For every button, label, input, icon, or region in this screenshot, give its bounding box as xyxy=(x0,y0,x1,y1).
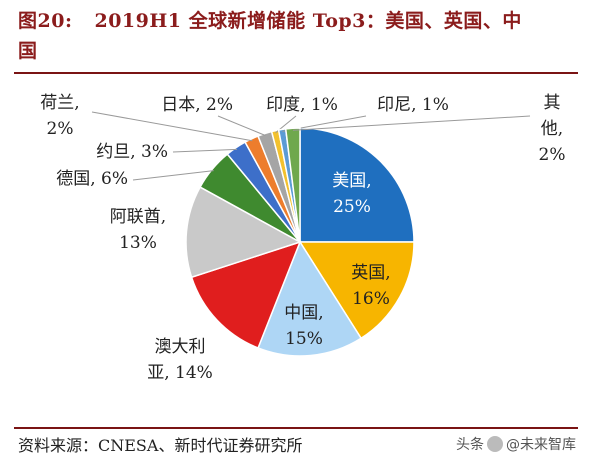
leader-line-6 xyxy=(132,170,214,181)
watermark-platform: 头条 xyxy=(456,437,484,453)
pie-slice-1 xyxy=(299,127,415,243)
slice-text-9-1: 日本, 2% xyxy=(161,95,233,115)
watermark-logo-icon xyxy=(487,436,503,452)
slice-label-2: 英国, xyxy=(351,263,390,283)
figure-number: 图20: xyxy=(18,10,73,32)
figure-title-line2: 国 xyxy=(18,40,38,62)
source-note: 资料来源：CNESA、新时代证券研究所 xyxy=(18,436,303,455)
slice-text-12-1: 其 xyxy=(544,93,561,113)
top-rule xyxy=(14,72,578,74)
slice-text-8-1: 荷兰, xyxy=(40,93,79,113)
slice-text-6-1: 德国, 6% xyxy=(56,169,128,189)
slice-label-1: 美国, xyxy=(332,171,371,191)
slice-text-12-2: 他, xyxy=(541,119,563,139)
slice-label-3: 中国, xyxy=(284,303,323,323)
slice-text-8-2: 2% xyxy=(47,119,74,139)
pie-slice-2 xyxy=(298,241,415,340)
slice-value-3: 15% xyxy=(285,329,323,349)
slice-text-4-2: 亚, 14% xyxy=(147,363,213,383)
slice-value-1: 25% xyxy=(333,197,371,217)
slice-text-7-1: 约旦, 3% xyxy=(96,142,168,162)
slice-text-5-2: 13% xyxy=(119,233,157,253)
slice-text-11-1: 印尼, 1% xyxy=(377,95,449,115)
slice-text-10-1: 印度, 1% xyxy=(266,95,338,115)
watermark: 头条 @未来智库 xyxy=(456,434,576,454)
leader-line-8 xyxy=(91,111,253,142)
figure-title: 图20: 2019H1 全球新增储能 Top3：美国、英国、中 国 xyxy=(18,6,578,66)
slice-value-2: 16% xyxy=(352,289,390,309)
pie-slice-5 xyxy=(185,186,302,279)
leader-line-9 xyxy=(217,115,266,136)
pie-slice-3 xyxy=(257,240,363,357)
watermark-account: @未来智库 xyxy=(506,437,576,453)
slice-text-12-3: 2% xyxy=(539,145,566,165)
leader-line-7 xyxy=(172,148,238,153)
leader-line-12 xyxy=(292,115,531,131)
bottom-rule xyxy=(14,427,578,429)
pie-slice-12 xyxy=(284,127,301,243)
slice-text-5-1: 阿联酋, xyxy=(110,207,166,227)
figure-title-line1: 2019H1 全球新增储能 Top3：美国、英国、中 xyxy=(94,10,522,32)
slice-text-4-1: 澳大利 xyxy=(155,337,206,357)
